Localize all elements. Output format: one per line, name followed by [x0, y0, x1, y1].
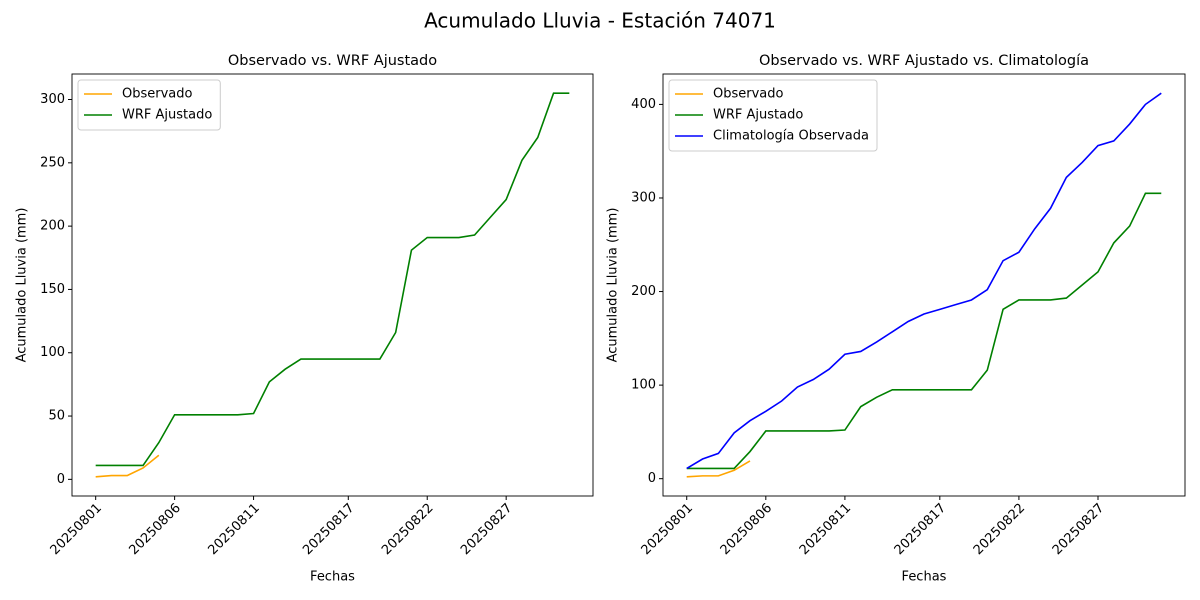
- y-tick-label: 50: [48, 409, 65, 424]
- legend-label: Climatología Observada: [713, 129, 869, 144]
- legend-label: Observado: [122, 87, 193, 102]
- y-tick-label: 150: [40, 282, 65, 297]
- subplot-title: Observado vs. WRF Ajustado: [228, 53, 437, 69]
- y-tick-label: 250: [40, 155, 65, 170]
- x-axis-label: Fechas: [902, 570, 947, 585]
- x-tick-label: 20250806: [127, 501, 184, 558]
- y-tick-label: 100: [631, 378, 656, 393]
- data-line: [686, 92, 1162, 470]
- x-tick-label: 20250827: [1050, 501, 1107, 558]
- x-tick-label: 20250817: [892, 501, 949, 558]
- legend-box: [77, 79, 221, 131]
- data-line: [686, 192, 1162, 470]
- y-tick-label: 300: [631, 190, 656, 205]
- data-line: [686, 460, 751, 478]
- data-line: [95, 454, 160, 478]
- legend: Observado WRF Ajustado: [77, 79, 221, 131]
- legend-box: [668, 79, 878, 152]
- x-tick-label: 20250827: [458, 501, 515, 558]
- legend-label: WRF Ajustado: [713, 108, 803, 123]
- x-tick-label: 20250822: [379, 501, 436, 558]
- x-tick-label: 20250811: [797, 501, 854, 558]
- y-axis-label: Acumulado Lluvia (mm): [15, 208, 30, 363]
- legend-label: Observado: [713, 87, 784, 102]
- figure-title: Acumulado Lluvia - Estación 74071: [424, 9, 776, 33]
- x-axis-label: Fechas: [310, 570, 355, 585]
- x-tick-label: 20250817: [300, 501, 357, 558]
- legend: Observado WRF Ajustado Climatología Observ…: [668, 79, 878, 152]
- axes-frame: [71, 73, 594, 497]
- x-tick-label: 20250806: [718, 501, 775, 558]
- subplot-title: Observado vs. WRF Ajustado vs. Climatolo…: [759, 53, 1089, 69]
- x-tick-label: 20250801: [48, 501, 105, 558]
- x-tick-label: 20250811: [205, 501, 262, 558]
- y-tick-label: 400: [631, 97, 656, 112]
- y-tick-label: 0: [57, 472, 65, 487]
- y-tick-label: 0: [648, 471, 656, 486]
- axes-frame: [662, 73, 1186, 497]
- y-tick-label: 300: [40, 92, 65, 107]
- legend-label: WRF Ajustado: [122, 108, 212, 123]
- y-tick-label: 200: [40, 219, 65, 234]
- subplot: Observado vs. WRF Ajustado vs. Climatolo…: [606, 53, 1186, 585]
- x-tick-label: 20250822: [971, 501, 1028, 558]
- y-tick-label: 100: [40, 345, 65, 360]
- x-tick-label: 20250801: [639, 501, 696, 558]
- y-axis-label: Acumulado Lluvia (mm): [606, 208, 621, 363]
- data-line: [95, 92, 570, 467]
- y-tick-label: 200: [631, 284, 656, 299]
- subplot: Observado vs. WRF Ajustado 0 50 100 150 200 25…: [15, 53, 594, 585]
